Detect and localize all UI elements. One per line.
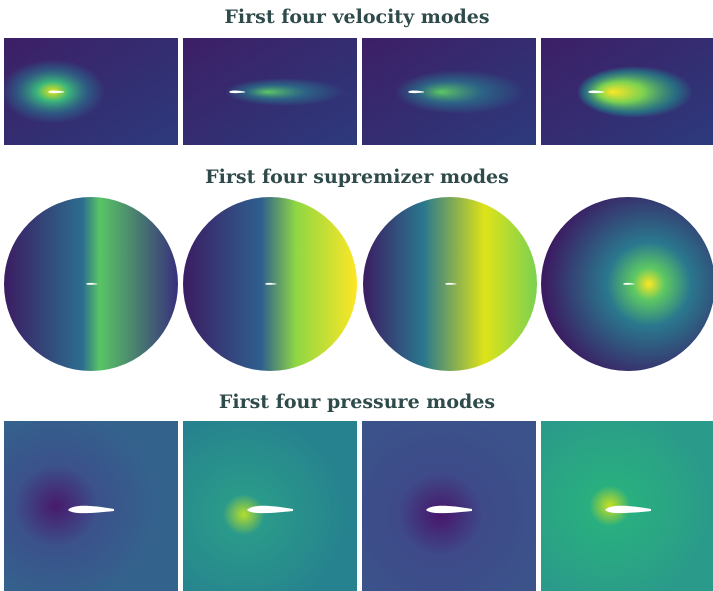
- figure: First four velocity modes First four sup…: [0, 0, 713, 591]
- row-title: First four pressure modes: [219, 391, 495, 413]
- velocity-modes: [4, 38, 713, 145]
- supremizer-modes: [4, 197, 713, 371]
- row-title: First four velocity modes: [224, 6, 489, 28]
- pressure-modes: [4, 421, 713, 591]
- row-title: First four supremizer modes: [205, 166, 509, 188]
